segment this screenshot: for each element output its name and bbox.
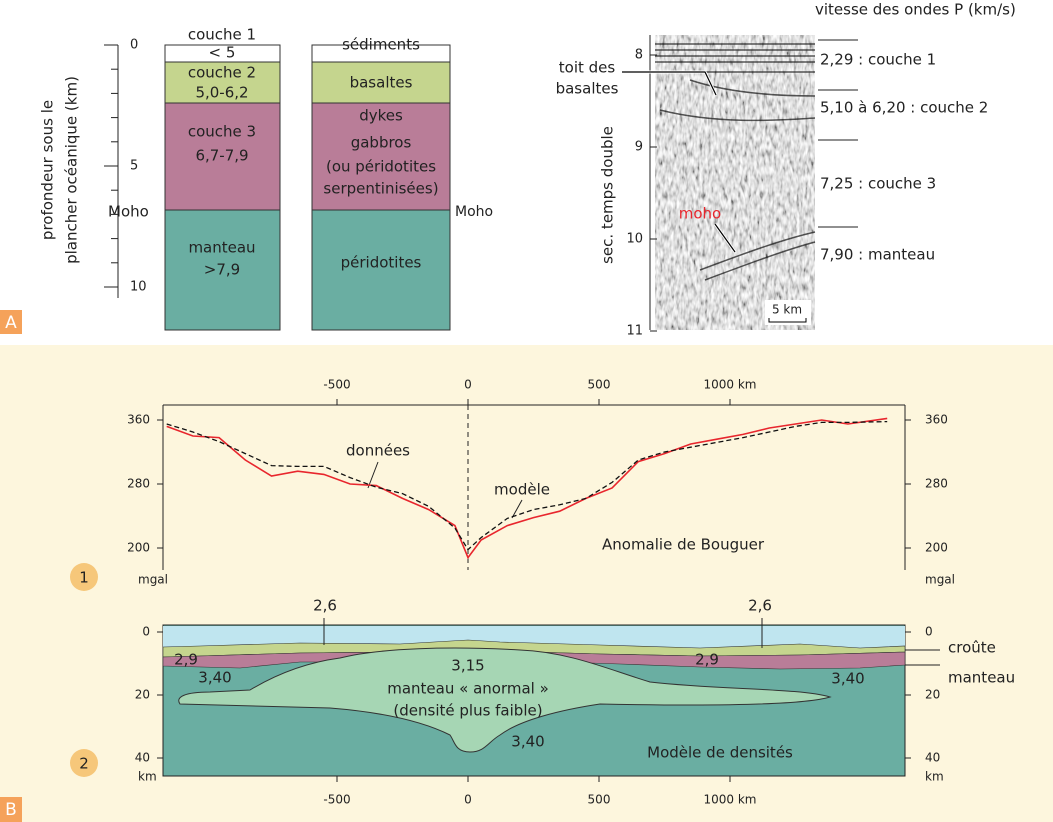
density-label: 3,40 [831,670,864,688]
layer-label: 5,0-6,2 [195,84,248,102]
velocity-label: 5,10 à 6,20 : couche 2 [820,99,988,117]
unit-label: mgal [138,573,168,587]
tick-label: 1000 km [704,793,757,807]
seismic-title: vitesse des ondes P (km/s) [815,1,1016,19]
annotation: moho [679,205,721,223]
density-label: manteau « anormal » [387,680,549,698]
layer-name: croûte [948,639,996,657]
tick-label: 280 [925,477,948,491]
density-label: 2,9 [695,651,719,669]
panel-a: A profondeur sous le plancher océanique … [0,1,1016,335]
moho-label: Moho [455,204,493,220]
density-label: 2,9 [174,651,198,669]
layer-label: >7,9 [204,261,240,279]
layer-label: manteau [188,239,255,257]
panel-label: B [5,800,17,820]
tick-label: 0 [464,793,472,807]
tick-label: 8 [635,48,643,63]
tick-label: 20 [925,688,940,702]
layer-label: péridotites [341,254,422,272]
unit-label: mgal [925,573,955,587]
tick-label: 9 [635,140,643,155]
figure: A profondeur sous le plancher océanique … [0,0,1053,822]
axis-title: plancher océanique (km) [63,76,81,264]
tick-label: 10 [130,280,147,295]
seismic-image [655,35,815,330]
tick-label: 5 [130,159,138,174]
tick-label: 20 [135,688,150,702]
panel-b: B 1 2 mgal mgal données modèle Anomalie … [0,345,1053,822]
tick-label: 40 [135,751,150,765]
layer-name: manteau [948,669,1015,687]
unit-label: km [925,770,944,784]
unit-label: km [138,770,157,784]
velocity-label: 2,29 : couche 1 [820,51,936,69]
curve-label: modèle [494,481,550,499]
scale-label: 5 km [772,303,802,317]
badge-label: 2 [79,755,89,773]
tick-label: 0 [925,625,933,639]
layer-label: couche 1 [188,26,256,44]
tick-label: 200 [127,541,150,555]
tick-label: 200 [925,541,948,555]
moho-label: Moho [108,203,149,221]
density-label: 3,40 [511,733,544,751]
tick-label: 11 [626,324,643,339]
tick-label: 0 [142,625,150,639]
layer-label: serpentinisées) [323,180,438,198]
tick-label: -500 [323,793,350,807]
tick-label: 0 [130,38,138,53]
annotation: toit des [559,59,616,77]
tick-label: 500 [588,378,611,392]
layer-label: sédiments [342,36,420,54]
layer-label: (ou péridotites [326,158,436,176]
curve-label: données [346,442,410,460]
annotation: basaltes [556,80,619,98]
plot-title: Modèle de densités [647,744,793,762]
density-label: 3,40 [198,669,231,687]
tick-label: 360 [925,413,948,427]
plot-title: Anomalie de Bouguer [602,536,765,554]
tick-label: 10 [626,232,643,247]
axis-title: profondeur sous le [39,100,57,240]
velocity-label: 7,90 : manteau [820,246,935,264]
velocity-label: 7,25 : couche 3 [820,175,936,193]
density-label: 2,6 [313,597,337,615]
density-label: 3,15 [451,657,484,675]
badge-label: 1 [79,569,89,587]
tick-label: 40 [925,751,940,765]
layer-label: < 5 [209,44,236,62]
layer-label: basaltes [350,74,413,92]
tick-label: 1000 km [704,378,757,392]
layer-label: couche 2 [188,64,256,82]
tick-label: 0 [464,378,472,392]
layer-label: couche 3 [188,123,256,141]
layer-label: dykes [359,107,403,125]
tick-label: 360 [127,413,150,427]
tick-label: 280 [127,477,150,491]
axis-title: sec. temps double [599,126,617,264]
density-label: (densité plus faible) [393,702,542,720]
density-label: 2,6 [748,597,772,615]
layer-label: 6,7-7,9 [195,147,248,165]
tick-label: 500 [588,793,611,807]
tick-label: -500 [323,378,350,392]
panel-label: A [5,313,17,333]
layer-label: gabbros [351,134,412,152]
